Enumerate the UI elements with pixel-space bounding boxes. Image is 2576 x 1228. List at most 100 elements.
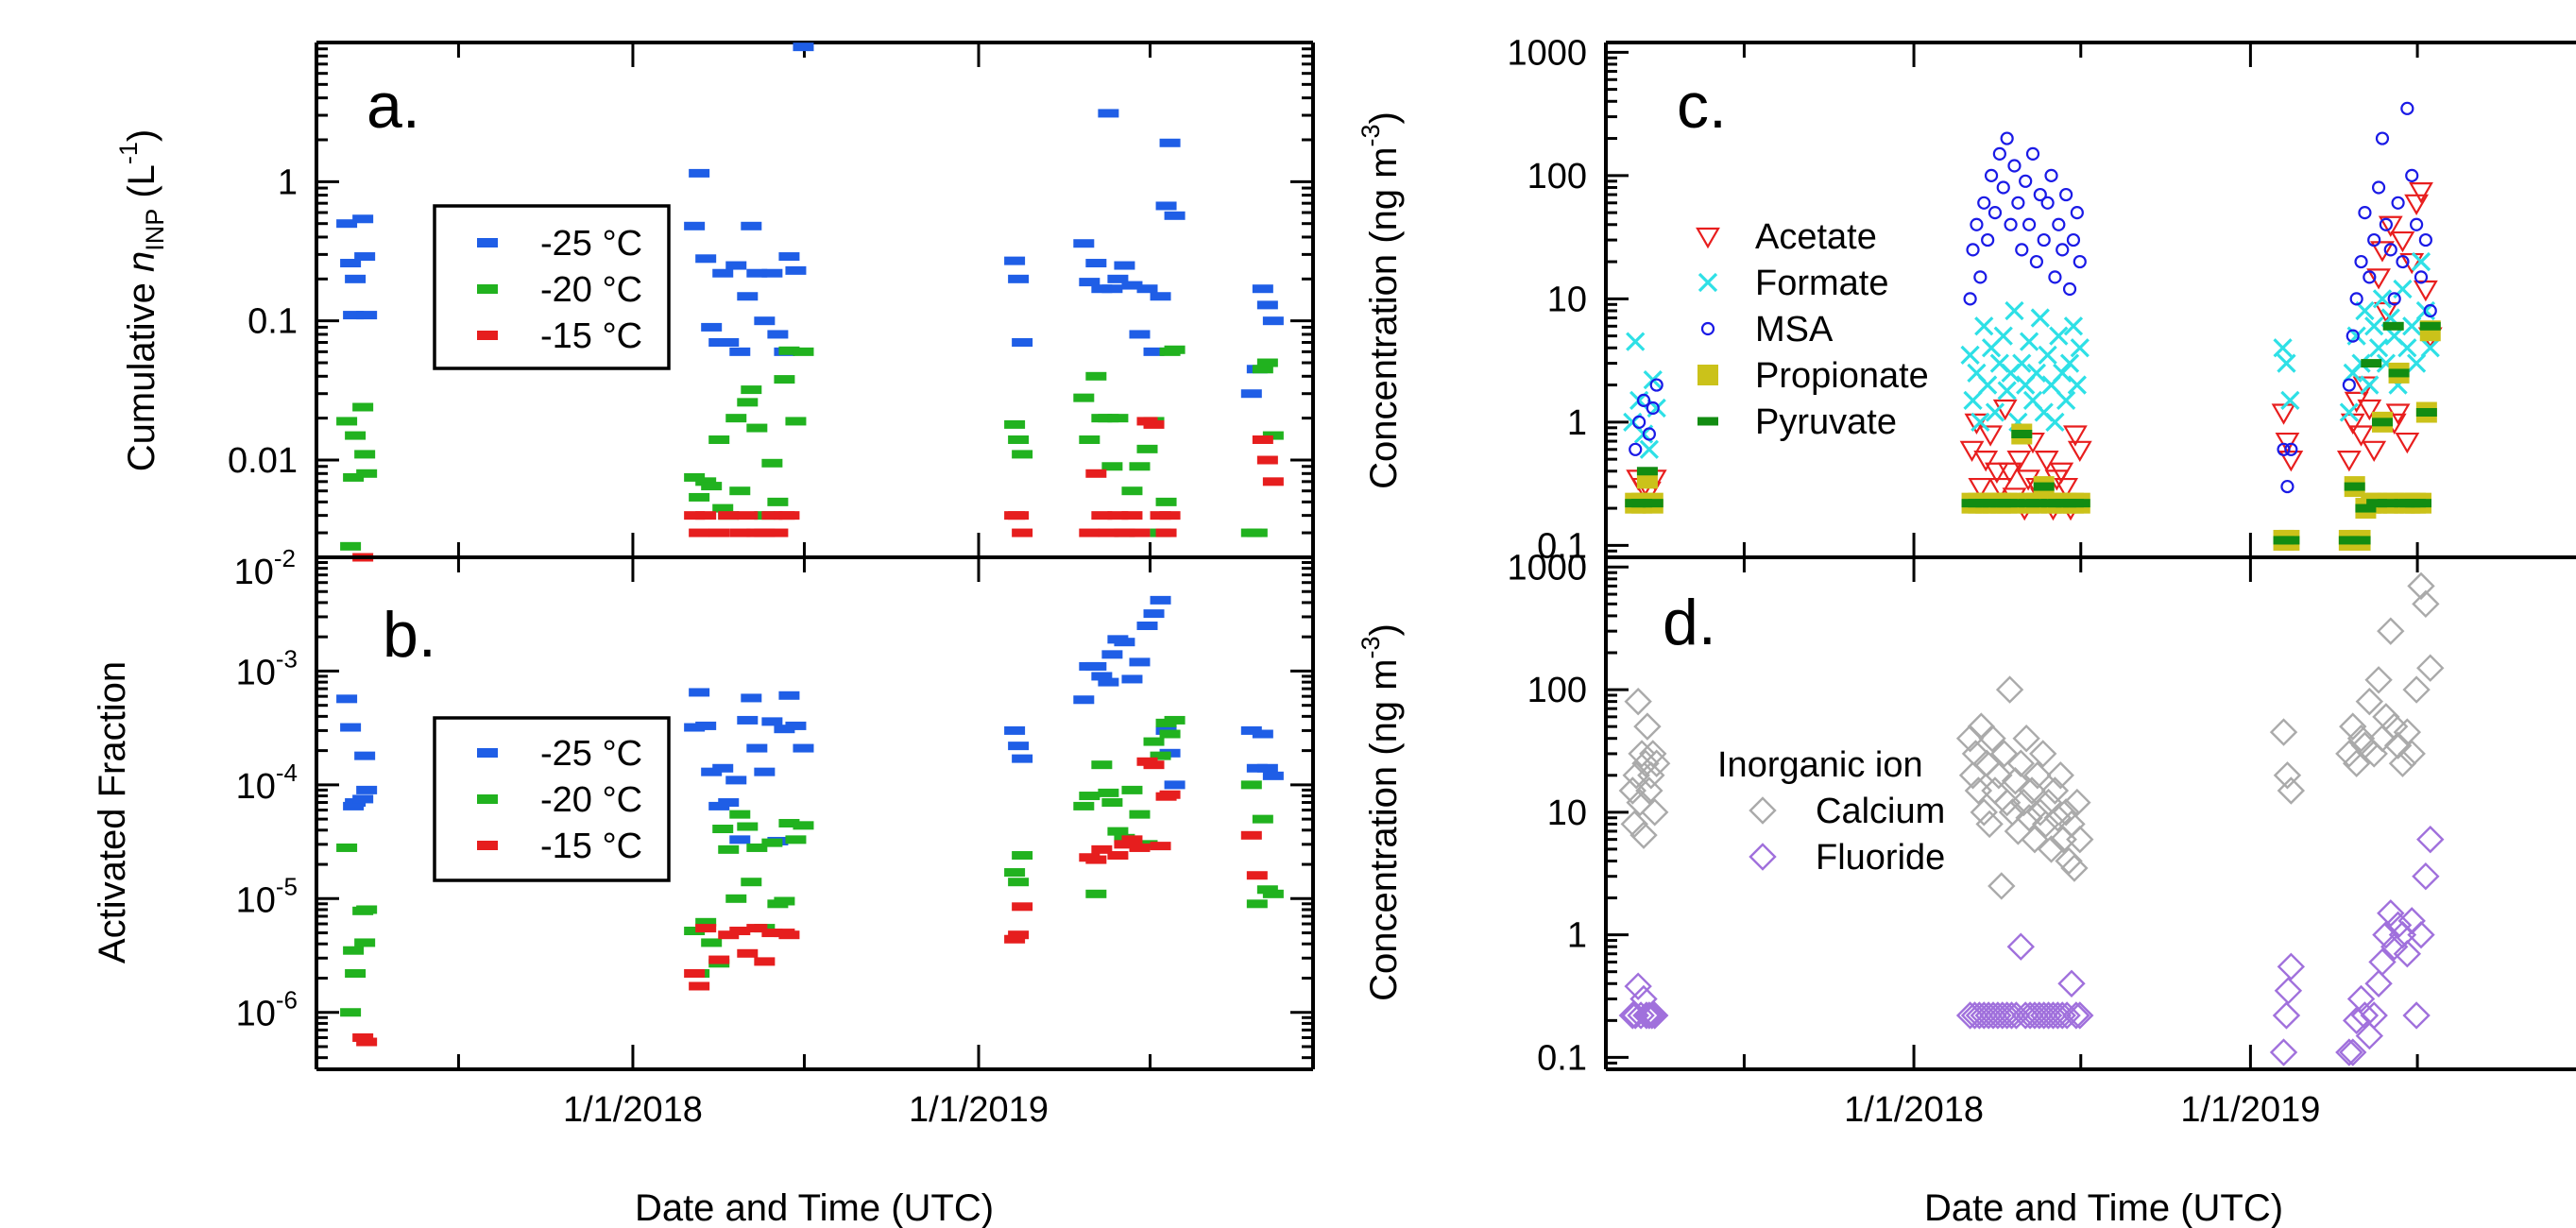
- data-point: [1262, 477, 1284, 486]
- data-point: [1256, 358, 1278, 367]
- data-point: [1256, 300, 1278, 310]
- data-point: [2418, 232, 2432, 247]
- data-point: [754, 316, 776, 326]
- data-point: [1624, 972, 1652, 1000]
- data-point: [2344, 482, 2365, 491]
- data-point: [793, 743, 814, 753]
- data-point: [1101, 798, 1123, 808]
- legend-swatch: [477, 748, 498, 758]
- data-point: [1091, 844, 1113, 854]
- data-point: [1150, 842, 1171, 851]
- data-point: [1246, 528, 1268, 537]
- data-point: [2415, 408, 2437, 418]
- data-point: [793, 821, 814, 830]
- data-point: [1965, 1001, 1994, 1030]
- data-point: [689, 168, 710, 178]
- data-point: [1012, 337, 1033, 347]
- data-point: [1079, 528, 1100, 537]
- data-point: [1978, 375, 1998, 395]
- data-point: [2280, 390, 2300, 410]
- tick-exp: -5: [276, 872, 298, 900]
- data-point: [2274, 977, 2303, 1005]
- data-point: [712, 763, 734, 773]
- data-point: [1073, 801, 1095, 810]
- data-point: [2375, 131, 2390, 145]
- data-point: [774, 725, 795, 734]
- data-point: [1256, 455, 1278, 465]
- legend-marker: [1700, 321, 1715, 336]
- data-point: [2380, 932, 2409, 961]
- y-tick-label: 1: [1567, 916, 1587, 956]
- data-point: [793, 347, 814, 356]
- data-point: [1629, 442, 1643, 456]
- data-point: [2034, 451, 2059, 472]
- data-point: [2410, 499, 2431, 508]
- data-point: [1008, 511, 1030, 520]
- tick-base: 10: [236, 653, 276, 692]
- data-point: [1129, 528, 1151, 537]
- legend-swatch: [477, 238, 498, 247]
- data-point: [1085, 371, 1107, 381]
- data-point: [2056, 243, 2070, 257]
- data-point: [352, 214, 374, 224]
- data-point: [2362, 440, 2387, 462]
- data-point: [1646, 401, 1660, 416]
- data-point: [695, 511, 717, 520]
- data-point: [1008, 435, 1030, 444]
- legend-label: Formate: [1755, 264, 1888, 303]
- series-calcium: [1618, 571, 2445, 900]
- data-point: [689, 981, 710, 991]
- series-msa: [1629, 101, 2437, 494]
- data-point: [1262, 316, 1284, 326]
- data-point: [2277, 776, 2306, 805]
- data-point: [1159, 729, 1181, 739]
- data-point: [767, 497, 789, 506]
- data-point: [2049, 462, 2074, 484]
- data-point: [2383, 911, 2413, 940]
- data-point: [761, 838, 783, 847]
- data-point: [1636, 467, 1658, 476]
- data-point: [1085, 855, 1107, 864]
- data-point: [2366, 268, 2391, 290]
- y-tick-label: 1: [1567, 403, 1587, 443]
- data-point: [1975, 810, 2004, 839]
- data-point: [1143, 609, 1165, 619]
- data-point: [2000, 131, 2014, 145]
- label-part: ): [1363, 111, 1405, 124]
- data-point: [2407, 920, 2435, 949]
- data-point: [2043, 1001, 2073, 1030]
- data-point: [1633, 712, 1662, 741]
- data-point: [1970, 798, 1998, 827]
- data-point: [2031, 810, 2060, 839]
- data-point: [1155, 528, 1177, 537]
- data-point: [1121, 511, 1143, 520]
- data-point: [2405, 168, 2419, 182]
- data-point: [741, 693, 762, 703]
- data-point: [2052, 798, 2080, 827]
- data-point: [1246, 899, 1268, 909]
- legend-swatch: [477, 284, 498, 294]
- data-point: [695, 477, 717, 486]
- data-point: [2067, 375, 2087, 395]
- data-point: [708, 528, 730, 537]
- data-point: [1091, 284, 1113, 294]
- data-point: [729, 347, 751, 356]
- data-point: [684, 472, 706, 482]
- data-point: [2277, 353, 2296, 373]
- data-point: [767, 528, 789, 537]
- data-point: [1968, 477, 1993, 500]
- data-point: [1995, 675, 2024, 704]
- data-point: [2043, 804, 2073, 832]
- data-point: [1955, 1001, 1985, 1030]
- data-point: [1164, 780, 1186, 790]
- data-point: [1246, 763, 1268, 773]
- data-point: [356, 469, 378, 478]
- data-point: [1004, 725, 1026, 735]
- label-part: n: [121, 251, 162, 272]
- label-superscript: -1: [114, 142, 143, 164]
- data-point: [1159, 138, 1181, 147]
- data-point: [336, 417, 358, 426]
- y-tick-label: 10-2: [234, 544, 296, 592]
- y-axis-label: Activated Fraction: [92, 661, 133, 964]
- data-point: [1143, 737, 1165, 746]
